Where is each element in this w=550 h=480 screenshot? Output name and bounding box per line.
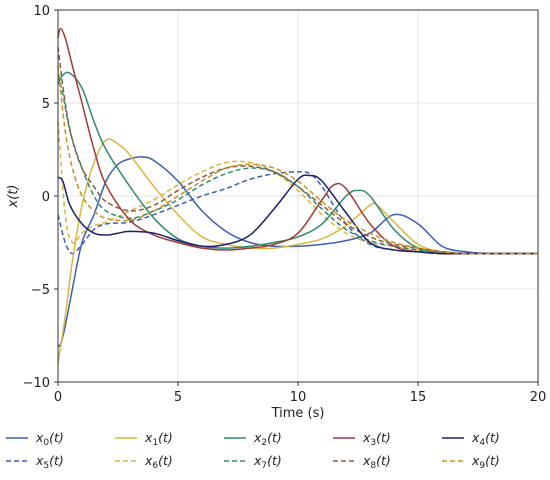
legend-item-x5: x5(t) [6,453,64,471]
legend-label: x1(t) [144,430,173,448]
series-line-x0t [57,156,538,347]
y-tick-label: 10 [33,4,50,19]
y-tick-label: −5 [31,283,50,298]
x-tick-label: 10 [290,390,307,405]
legend-item-x3: x3(t) [333,430,391,448]
legend-item-x7: x7(t) [224,453,282,471]
legend-label: x0(t) [35,430,64,448]
legend-item-x8: x8(t) [333,453,391,471]
y-tick-label: 0 [42,190,50,205]
gridlines [57,9,539,383]
x-tick-label: 15 [410,390,427,405]
legend-label: x6(t) [144,453,173,471]
legend-label: x5(t) [35,453,64,471]
x-tick-label: 0 [54,390,62,405]
ticks: 0 5 10 15 20 −10 −5 0 5 10 [23,4,547,405]
legend-item-x4: x4(t) [442,430,500,448]
series-lines [57,27,538,364]
legend: x0(t) x1(t) x2(t) x3(t) x4(t) x5(t) x6(t) x7(t)… [6,430,500,471]
series-line-x4t [57,174,538,255]
legend-item-x1: x1(t) [115,430,173,448]
series-line-x8t [57,47,538,255]
y-axis-label: x(t) [6,185,21,209]
legend-label: x7(t) [253,453,282,471]
y-tick-label: 5 [42,97,50,112]
legend-label: x3(t) [362,430,391,448]
series-line-x9t [57,65,538,255]
series-line-x5t [57,171,538,255]
legend-label: x4(t) [471,430,500,448]
legend-label: x8(t) [362,453,391,471]
legend-label: x9(t) [471,453,500,471]
legend-item-x6: x6(t) [115,453,173,471]
legend-item-x9: x9(t) [442,453,500,471]
x-axis-label: Time (s) [271,406,325,421]
legend-item-x2: x2(t) [224,430,282,448]
y-tick-label: −10 [23,376,50,391]
x-tick-label: 20 [530,390,547,405]
legend-label: x2(t) [253,430,282,448]
legend-item-x0: x0(t) [6,430,64,448]
x-tick-label: 5 [174,390,182,405]
series-line-x6t [57,121,538,255]
